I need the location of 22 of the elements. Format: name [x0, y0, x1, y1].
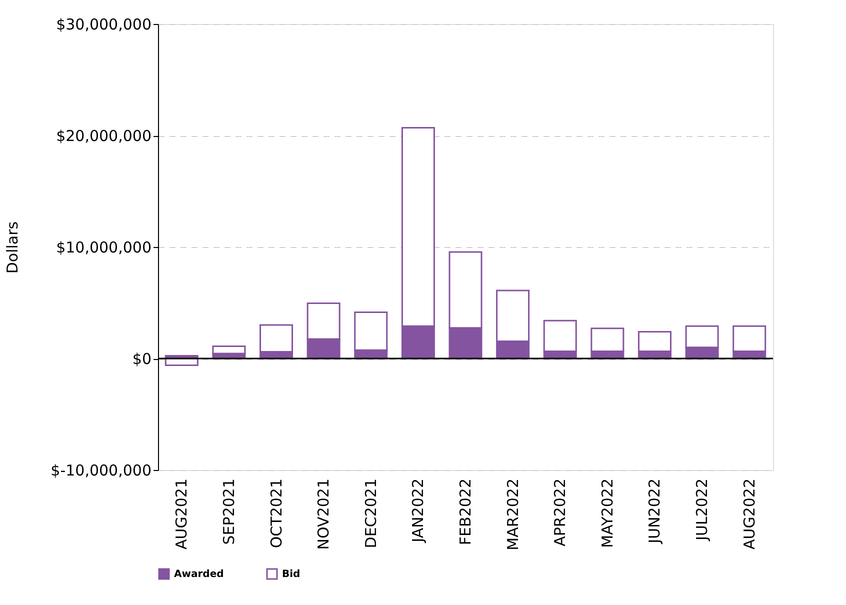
x-tick-label: MAY2022 — [598, 478, 616, 548]
y-tick-label: $-10,000,000 — [50, 462, 152, 480]
y-tick-label: $0 — [132, 350, 152, 368]
y-axis-title: Dollars — [4, 221, 22, 274]
bar — [212, 345, 246, 354]
legend-label: Bid — [282, 569, 300, 580]
x-tick-label: AUG2022 — [740, 478, 758, 550]
y-tick-label: $10,000,000 — [56, 238, 152, 256]
x-tick-label: JUL2022 — [693, 478, 712, 542]
y-tick-label: $30,000,000 — [56, 16, 152, 34]
x-tick-label: JUN2022 — [646, 478, 664, 544]
x-tick-label: OCT2021 — [267, 478, 286, 548]
x-tick-label: APR2022 — [551, 478, 570, 546]
x-tick-label: AUG2021 — [172, 478, 191, 550]
y-tick-label: $20,000,000 — [56, 127, 152, 145]
x-tick-label: DEC2021 — [362, 478, 380, 548]
x-tick-label: FEB2022 — [456, 478, 474, 546]
x-tick-label: SEP2021 — [220, 478, 238, 545]
x-tick-label: JAN2022 — [409, 478, 428, 544]
x-tick-label: NOV2021 — [314, 478, 333, 550]
x-tick-label: MAR2022 — [504, 478, 522, 550]
legend-label: Awarded — [174, 569, 224, 580]
